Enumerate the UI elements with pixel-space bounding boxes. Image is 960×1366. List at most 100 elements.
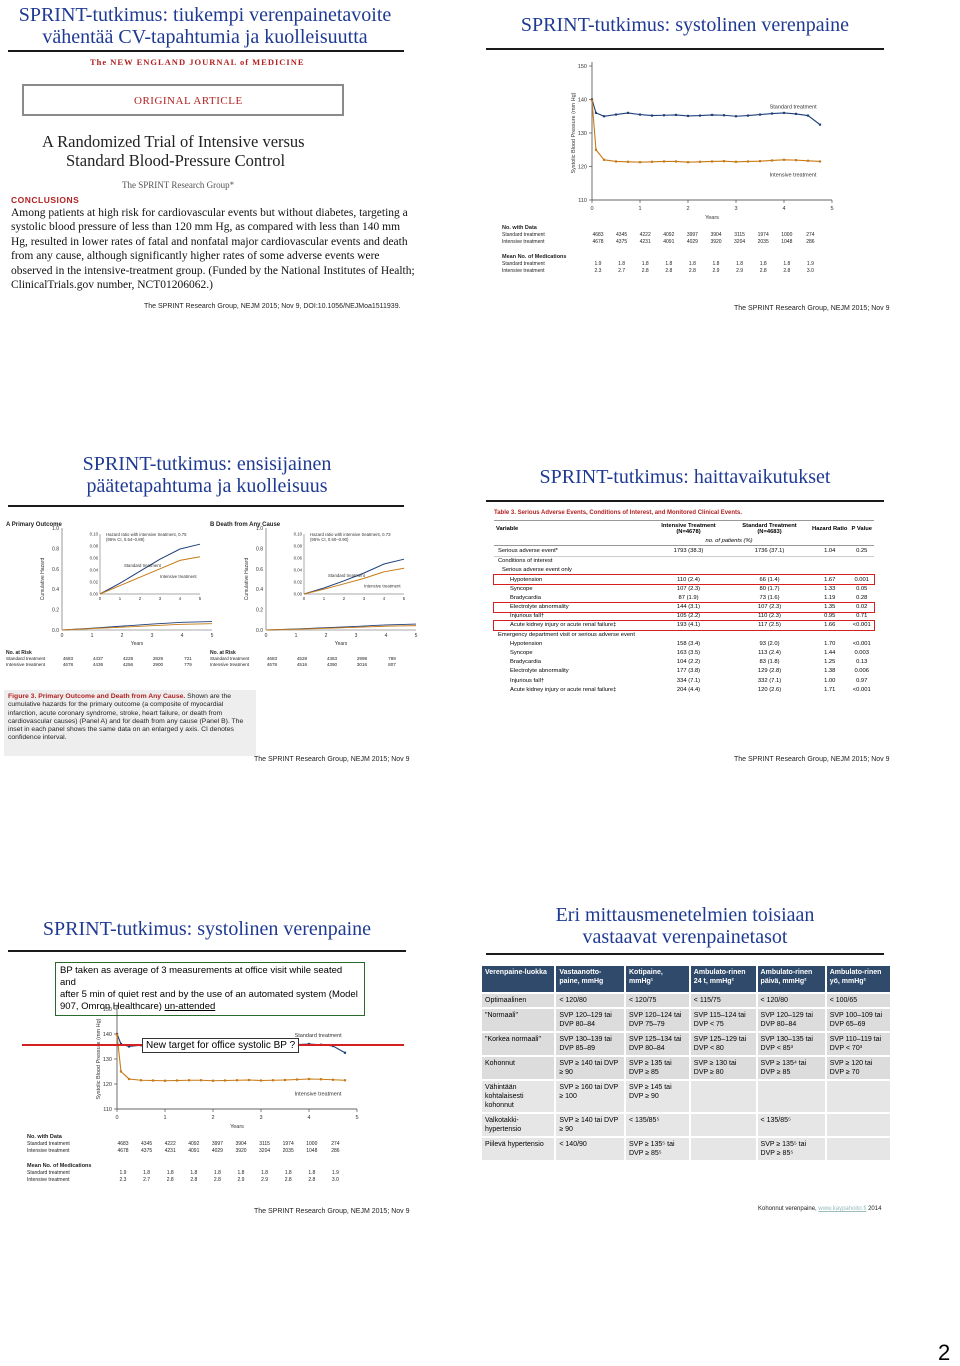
data-point [650,160,654,163]
table-cell: 1048 [781,239,792,245]
figure-caption-text: Shown are the cumulative hazards for the… [8,693,244,742]
hazard-charts: A Primary Outcome 0.0 0.2 0.4 0.6 0.8 1.0 0 1 2 3 4… [6,522,418,667]
journal-masthead: The NEW ENGLAND JOURNAL of MEDICINE [90,57,305,67]
bp-cell: SVP 130–135 tai DVP < 85³ [757,1033,825,1055]
table-cell: 3997 [212,1141,223,1147]
ae-cell: 105 (2.2) [676,613,701,620]
ae-cell [810,556,849,566]
table-cell: 1.8 [214,1170,221,1176]
bp-cell: "Normaali" [482,1009,555,1031]
ae-cell [648,566,729,575]
main-series-line [265,625,417,631]
data-point [259,1079,263,1082]
data-point [782,158,786,161]
main-x-tick-label: 1 [295,633,298,639]
ae-cell: <0.001 [852,640,871,647]
ae-cell: 158 (3.4) [676,640,701,647]
kaypahoito-link[interactable]: www.kaypahoito.fi [818,1206,867,1212]
main-x-tick-label: 4 [385,633,388,639]
at-risk-cell: 4528 [297,656,308,661]
y-tick-label: 130 [578,131,587,137]
table-cell: 2.7 [618,268,625,274]
main-x-tick-label: 2 [121,633,124,639]
slide1-title-line1: SPRINT-tutkimus: tiukempi verenpainetavo… [18,4,392,26]
ae-col-intensive: Intensive Treatment (N=4678) [661,522,716,535]
ae-cell: Hypotension [510,576,543,583]
ae-cell: 104 (2.2) [676,659,701,666]
ae-row: Serious adverse event only [494,566,874,575]
table-cell: 286 [331,1148,340,1154]
main-x-tick-label: 5 [211,633,214,639]
data-point [331,1044,335,1048]
table-cell: 4683 [117,1141,128,1147]
inset-series-line [303,567,405,595]
table-cell: 3920 [710,239,721,245]
inset-y-tick-label: 0.02 [294,580,303,585]
ae-cell: 204 (4.4) [676,686,701,693]
data-point [782,111,786,114]
main-y-axis-title: Cumulative Hazard [244,558,250,601]
at-risk-cell: 2998 [357,656,368,661]
ae-table-title: Table 3. Serious Adverse Events, Conditi… [494,510,743,516]
at-risk-cell: 4228 [123,656,134,661]
table-cell: 1.8 [713,261,720,267]
x-tick-label: 1 [163,1115,166,1121]
ae-cell: 66 (1.4) [759,576,780,583]
bp-cell: SVP ≥ 135 tai DVP ≥ 85 [626,1057,689,1079]
ae-cell: <0.001 [852,686,871,693]
table-cell: 2.8 [308,1177,315,1183]
slide6-citation-a: Kohonnut verenpaine, [758,1206,819,1212]
ae-cell [729,630,810,639]
ae-cell: 1.35 [824,604,836,611]
bp-cell: SVP 120–129 tai DVP 80–84 [556,1009,624,1031]
table-cell: 1.8 [665,261,672,267]
note-line3-unattended: un-attended [164,1001,216,1012]
table-cell: 4678 [592,239,603,245]
slide1-title-line2: vähentää CV-tapahtumia ja kuolleisuutta [42,26,368,48]
table-cell: 4345 [141,1141,152,1147]
bp-cell: Piilevä hypertensio [482,1138,555,1160]
slide3-title-line1: SPRINT-tutkimus: ensisijainen [82,453,332,475]
panel-label: B Death from Any Cause [210,522,281,528]
x-tick-label: 3 [259,1115,262,1121]
ae-cell: 110 (2.3) [758,613,781,620]
ae-table-grid: Variable Intensive Treatment (N=4678) St… [493,520,875,694]
inset-x-tick-label: 2 [343,596,346,601]
at-risk-cell: 4683 [267,656,278,661]
data-point [722,114,726,117]
slide6-title-rule [486,953,884,955]
inset-y-tick-label: 0.02 [90,580,99,585]
table-cell: 4231 [165,1148,176,1154]
bp-cell: < 115/75 [690,994,756,1007]
data-point [650,114,654,117]
data-point [770,159,774,162]
main-x-tick-label: 0 [265,633,268,639]
bp-cell: SVP 110–119 tai DVP < 70³ [826,1033,890,1055]
at-risk-cell: 779 [184,662,192,667]
ae-row: Electrolyte abnormality 177 (3.8) 129 (2.8… [494,667,874,676]
inset-x-tick-label: 5 [199,596,202,601]
article-title-line1: A Randomized Trial of Intensive versus [42,132,305,151]
table-cell: 1048 [306,1148,317,1154]
data-point [211,1079,215,1082]
ae-cell: 110 (2.4) [677,576,700,583]
ae-cell: 1.67 [824,576,836,583]
slide3-title: SPRINT-tutkimus: ensisijainen päätetapah… [2,453,412,497]
at-risk-row-label: Intensive treatment [210,662,250,667]
article-type-label: ORIGINAL ARTICLE [134,95,243,107]
table-cell: 1.9 [120,1170,127,1176]
article-authors: The SPRINT Research Group* [122,180,235,190]
y-tick-label: 150 [578,64,587,70]
note-line3-a: 907, Omron Healthcare) [60,1001,165,1012]
data-point [662,160,666,163]
main-y-tick-label: 0.6 [52,567,59,573]
bp-cell: SVP 125–129 tai DVP < 80 [690,1033,756,1055]
bp-chart-bottom: 110 120 130 140 150 0 1 2 3 4 5 Years Systolic Blood… [27,1005,359,1183]
data-point [638,161,642,164]
nejm-article-excerpt: ORIGINAL ARTICLE [22,84,344,116]
inset-y-tick-label: 0.06 [294,556,303,561]
ae-cell [810,630,849,639]
y-axis-title: Systolic Blood Pressure (mm Hg) [571,92,577,173]
data-point [674,160,678,163]
at-risk-cell: 4436 [93,662,104,667]
